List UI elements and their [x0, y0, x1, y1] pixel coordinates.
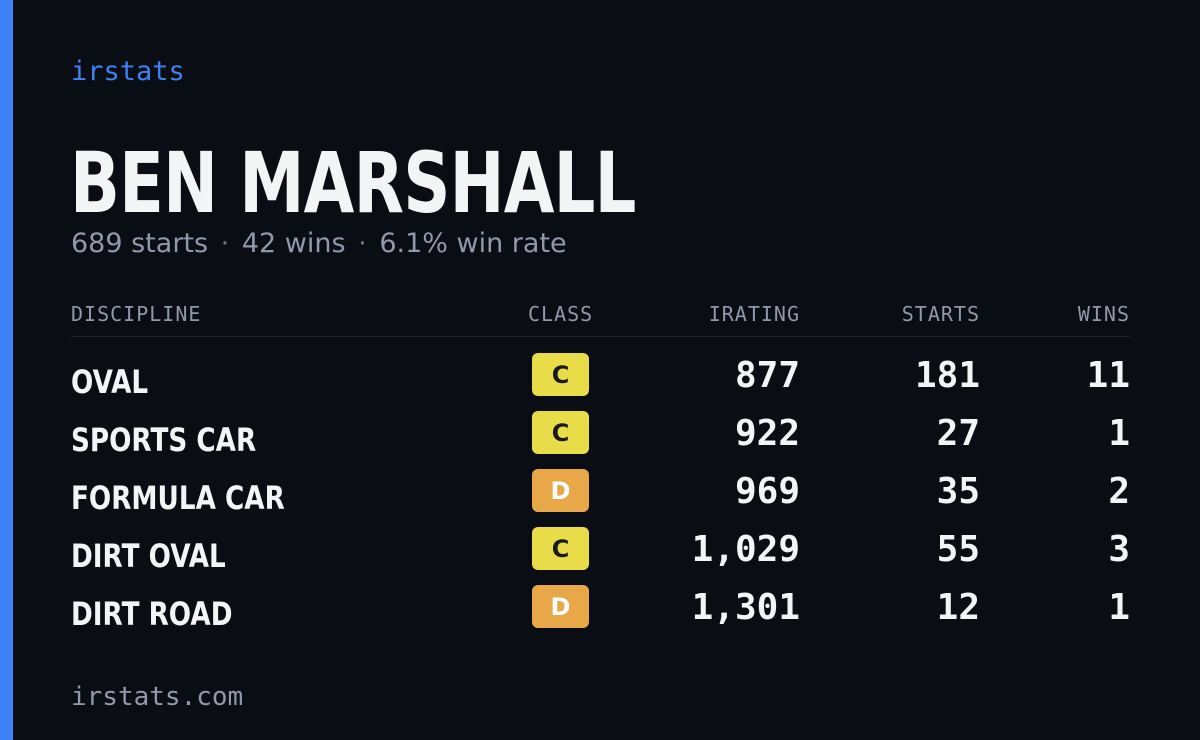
starts-value: 27 [936, 413, 980, 454]
discipline-name: DIRT ROAD [71, 595, 233, 633]
wins-value: 1 [1108, 587, 1130, 628]
footer-url: irstats.com [71, 682, 244, 712]
starts-value: 12 [936, 587, 980, 628]
table-row: DIRT OVAL C 1,029 55 3 [71, 527, 1130, 585]
irating-value: 877 [734, 355, 800, 396]
header-class: CLASS [528, 302, 594, 326]
starts-value: 55 [936, 529, 980, 570]
summary-separator: · [358, 228, 367, 259]
license-class-badge: C [532, 411, 589, 454]
discipline-name: SPORTS CAR [71, 421, 257, 459]
table-row: SPORTS CAR C 922 27 1 [71, 411, 1130, 469]
license-class-badge: D [532, 469, 589, 512]
license-class-badge: C [532, 353, 589, 396]
irating-value: 1,029 [691, 529, 800, 570]
starts-value: 181 [914, 355, 980, 396]
table-header: DISCIPLINE CLASS IRATING STARTS WINS [71, 298, 1130, 337]
wins-value: 2 [1108, 471, 1130, 512]
irating-value: 969 [734, 471, 800, 512]
starts-summary: 689 starts [71, 228, 209, 259]
wins-value: 11 [1086, 355, 1130, 396]
discipline-name: OVAL [71, 363, 149, 401]
irating-value: 1,301 [691, 587, 800, 628]
discipline-name: DIRT OVAL [71, 537, 226, 575]
table-row: OVAL C 877 181 11 [71, 353, 1130, 411]
starts-value: 35 [936, 471, 980, 512]
table-body: OVAL C 877 181 11 SPORTS CAR C 922 27 1 … [71, 353, 1130, 643]
player-summary: 689 starts · 42 wins · 6.1% win rate [71, 228, 567, 259]
table-row: DIRT ROAD D 1,301 12 1 [71, 585, 1130, 643]
header-discipline: DISCIPLINE [71, 302, 202, 326]
wins-value: 3 [1108, 529, 1130, 570]
header-wins: WINS [1077, 302, 1130, 326]
accent-bar [0, 0, 13, 740]
wins-summary: 42 wins [241, 228, 346, 259]
summary-separator: · [220, 228, 230, 259]
brand-logo-text: irstats [71, 56, 185, 87]
license-class-badge: C [532, 527, 589, 570]
discipline-stats-table: DISCIPLINE CLASS IRATING STARTS WINS OVA… [71, 298, 1130, 643]
winrate-summary: 6.1% win rate [379, 228, 567, 259]
discipline-name: FORMULA CAR [71, 479, 285, 517]
header-starts: STARTS [901, 302, 980, 326]
wins-value: 1 [1108, 413, 1130, 454]
header-irating: IRATING [708, 302, 800, 326]
license-class-badge: D [532, 585, 589, 628]
player-name: BEN MARSHALL [70, 134, 636, 232]
irating-value: 922 [734, 413, 800, 454]
table-row: FORMULA CAR D 969 35 2 [71, 469, 1130, 527]
